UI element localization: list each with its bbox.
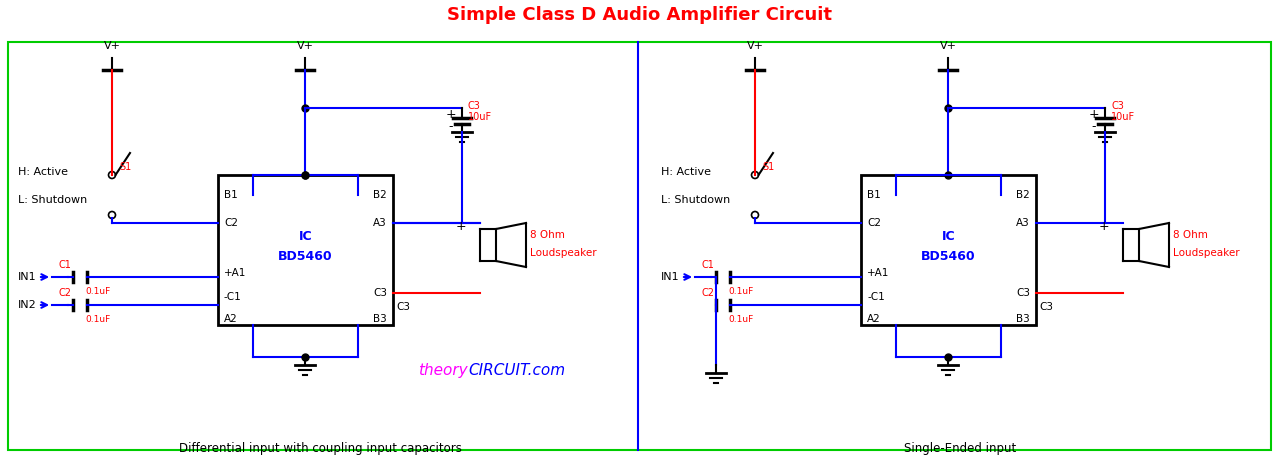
Text: 10uF: 10uF — [468, 112, 492, 122]
Text: +: + — [455, 220, 466, 234]
Text: B2: B2 — [1017, 190, 1030, 200]
Text: 0.1uF: 0.1uF — [84, 286, 110, 296]
Text: -C1: -C1 — [224, 292, 242, 302]
Text: IC: IC — [299, 230, 312, 243]
Text: +: + — [1088, 107, 1100, 120]
Text: 0.1uF: 0.1uF — [728, 286, 753, 296]
Text: H: Active: H: Active — [661, 167, 711, 177]
Text: A3: A3 — [373, 218, 388, 228]
Text: Simple Class D Audio Amplifier Circuit: Simple Class D Audio Amplifier Circuit — [446, 6, 833, 24]
Text: -: - — [1092, 120, 1096, 134]
Text: Single-Ended input: Single-Ended input — [904, 442, 1016, 455]
Text: C3: C3 — [468, 101, 481, 111]
Bar — [8, 42, 1271, 450]
Text: +: + — [445, 107, 457, 120]
Text: +A1: +A1 — [867, 268, 889, 278]
Text: V+: V+ — [297, 41, 313, 51]
Text: Loudspeaker: Loudspeaker — [1173, 248, 1239, 258]
Text: C1: C1 — [702, 260, 715, 270]
Bar — [861, 175, 1036, 325]
Text: 8 Ohm: 8 Ohm — [530, 230, 565, 240]
Text: IN1: IN1 — [18, 272, 37, 282]
Text: -C1: -C1 — [867, 292, 885, 302]
Text: 10uF: 10uF — [1111, 112, 1136, 122]
Text: 8 Ohm: 8 Ohm — [1173, 230, 1207, 240]
Text: C3: C3 — [396, 302, 411, 312]
Text: B1: B1 — [224, 190, 238, 200]
Text: +: + — [1099, 220, 1109, 234]
Text: A2: A2 — [867, 314, 881, 324]
Text: V+: V+ — [747, 41, 764, 51]
Text: V+: V+ — [940, 41, 957, 51]
Bar — [217, 175, 393, 325]
Text: IN1: IN1 — [661, 272, 679, 282]
Text: C2: C2 — [701, 288, 715, 298]
Text: C2: C2 — [867, 218, 881, 228]
Text: L: Shutdown: L: Shutdown — [661, 195, 730, 205]
Text: B2: B2 — [373, 190, 388, 200]
Text: C3: C3 — [1039, 302, 1053, 312]
Text: B1: B1 — [867, 190, 881, 200]
Text: A2: A2 — [224, 314, 238, 324]
Text: A3: A3 — [1017, 218, 1030, 228]
Text: B3: B3 — [373, 314, 388, 324]
Text: Loudspeaker: Loudspeaker — [530, 248, 596, 258]
Text: C2: C2 — [224, 218, 238, 228]
Text: C3: C3 — [1016, 288, 1030, 298]
Text: C2: C2 — [59, 288, 72, 298]
Text: theory: theory — [418, 362, 468, 378]
Text: B3: B3 — [1017, 314, 1030, 324]
Text: C3: C3 — [373, 288, 388, 298]
Text: V+: V+ — [104, 41, 120, 51]
Text: -: - — [449, 120, 453, 134]
Text: C1: C1 — [59, 260, 72, 270]
Text: CIRCUIT.com: CIRCUIT.com — [468, 362, 565, 378]
Text: 0.1uF: 0.1uF — [728, 314, 753, 324]
Text: C3: C3 — [1111, 101, 1124, 111]
Text: S1: S1 — [762, 162, 774, 172]
Text: H: Active: H: Active — [18, 167, 68, 177]
Text: BD5460: BD5460 — [279, 250, 333, 264]
Text: Differential input with coupling input capacitors: Differential input with coupling input c… — [179, 442, 462, 455]
Text: L: Shutdown: L: Shutdown — [18, 195, 87, 205]
Text: 0.1uF: 0.1uF — [84, 314, 110, 324]
Text: BD5460: BD5460 — [921, 250, 976, 264]
Text: +A1: +A1 — [224, 268, 247, 278]
Text: IC: IC — [941, 230, 955, 243]
Text: S1: S1 — [119, 162, 132, 172]
Text: IN2: IN2 — [18, 300, 37, 310]
